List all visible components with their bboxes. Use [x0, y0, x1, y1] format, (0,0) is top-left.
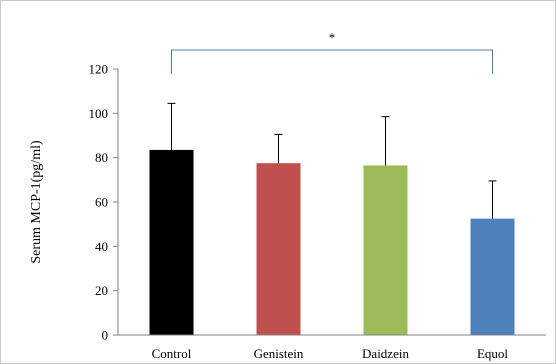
y-tick-label: 40	[95, 239, 108, 254]
error-bars	[167, 102, 497, 219]
bar-control	[149, 149, 194, 335]
x-tick-label: Genistein	[254, 346, 304, 361]
x-tick-label: Daidzein	[362, 346, 409, 361]
y-tick-label: 100	[89, 106, 109, 121]
bar-genistein	[256, 163, 301, 335]
x-tick-label: Equol	[477, 346, 508, 361]
y-tick-label: 60	[95, 195, 108, 210]
bar-equol	[470, 218, 515, 335]
bars	[149, 149, 515, 335]
y-tick-label: 80	[95, 150, 108, 165]
y-tick-label: 20	[95, 283, 108, 298]
bar-daidzein	[363, 165, 408, 335]
x-tick-label: Control	[152, 346, 192, 361]
y-tick-label: 120	[89, 62, 109, 77]
bracket-line	[171, 49, 493, 74]
y-tick-label: 0	[102, 328, 109, 343]
significance-bracket: *	[171, 30, 493, 74]
y-axis-label: Serum MCP-1(pg/ml)	[29, 140, 44, 264]
significance-star: *	[329, 30, 336, 45]
y-axis-ticks: 0 20 40 60 80 100 120	[89, 62, 118, 343]
x-axis-ticks: Control Genistein Daidzein Equol	[152, 346, 509, 361]
